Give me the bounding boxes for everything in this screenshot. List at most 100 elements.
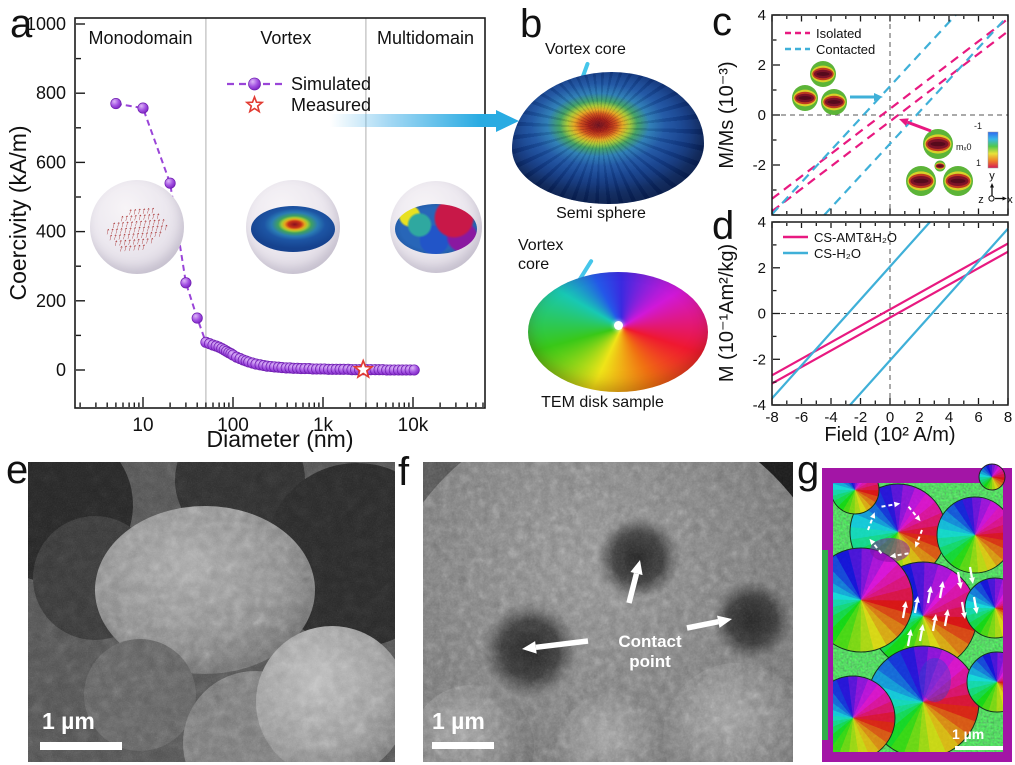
- tem-disk-render: [528, 272, 708, 392]
- svg-text:Field (10² A/m): Field (10² A/m): [824, 424, 955, 446]
- panel-e-sem-image: [28, 462, 395, 762]
- svg-text:1k: 1k: [313, 415, 334, 436]
- panel-g-label: g: [797, 448, 820, 492]
- mx-colorbar: [987, 131, 999, 169]
- panel-b-label: b: [520, 2, 543, 46]
- contact-point-annotation: Contact point: [618, 632, 682, 671]
- sem-e-art: [28, 462, 395, 762]
- colorbar-bottom-label: 1: [976, 158, 982, 168]
- svg-text:10k: 10k: [398, 415, 429, 436]
- sem-f-art: [423, 462, 793, 762]
- svg-text:0: 0: [758, 107, 766, 124]
- panel-c-label: c: [712, 0, 732, 44]
- panel-g-domain-image: [822, 463, 1012, 762]
- vortex-core-bottom-label: Vortex core: [518, 237, 564, 274]
- vortex-circulation-arrows: [867, 501, 923, 559]
- svg-text:M/Ms (10⁻³): M/Ms (10⁻³): [716, 61, 738, 168]
- vortex-state-disk: [251, 206, 335, 252]
- tem-disk-label: TEM disk sample: [541, 394, 664, 411]
- panel-f-sem-image: [423, 462, 793, 762]
- svg-text:-4: -4: [824, 409, 837, 426]
- svg-text:4: 4: [758, 214, 766, 231]
- transition-arrow-head: [496, 110, 519, 132]
- panel-e-label: e: [6, 448, 29, 492]
- isolated-cluster-inset: [899, 118, 973, 196]
- svg-text:-2: -2: [753, 351, 766, 368]
- svg-text:0: 0: [758, 306, 766, 323]
- panel-g-scale-bar: [955, 746, 1003, 750]
- monodomain-arrow-field: ↑↑↑↑↑↑ ↑↑↑↑↑↑↑↑↑ ↑↑↑↑↑↑↑↑↑↑↑↑ ↑↑↑↑↑↑↑↑↑↑…: [104, 204, 170, 254]
- panel-e-scale-bar: [40, 742, 122, 750]
- tem-disk-core-dot: [614, 320, 623, 330]
- color-wheel-legend: [978, 463, 1006, 491]
- svg-text:0: 0: [886, 409, 894, 426]
- svg-text:Simulated: Simulated: [291, 74, 371, 94]
- svg-text:4: 4: [945, 409, 953, 426]
- colorbar-top-label: -1: [973, 121, 982, 131]
- svg-text:0: 0: [56, 360, 66, 380]
- panel-g-scale-label: 1 µm: [952, 726, 985, 742]
- transition-arrow-body: [330, 114, 497, 127]
- svg-text:Coercivity (kA/m): Coercivity (kA/m): [5, 125, 31, 300]
- svg-text:4: 4: [758, 7, 766, 24]
- panel-d-label: d: [712, 204, 735, 248]
- svg-text:-2: -2: [854, 409, 867, 426]
- svg-text:400: 400: [36, 222, 66, 242]
- svg-text:-2: -2: [753, 157, 766, 174]
- svg-text:Contacted: Contacted: [816, 42, 875, 57]
- multidomain-inset: [390, 181, 482, 273]
- multidomain-state-disk: [395, 204, 477, 254]
- svg-text:600: 600: [36, 152, 66, 172]
- coordinate-axes-glyph: yz x: [978, 170, 1013, 206]
- svg-text:Measured: Measured: [291, 95, 371, 115]
- panel-f-scale-bar: [432, 742, 494, 749]
- vortex-inset: [246, 180, 340, 274]
- vortex-core-top-label: Vortex core: [545, 41, 626, 58]
- svg-text:CS-H₂O: CS-H₂O: [814, 246, 861, 261]
- panel-f-scale-label: 1 µm: [432, 708, 485, 734]
- magnetization-arrows: [901, 566, 979, 647]
- domain-map-art: [822, 463, 1012, 762]
- svg-text:6: 6: [974, 409, 982, 426]
- svg-text:Diameter (nm): Diameter (nm): [207, 426, 354, 452]
- svg-text:y: y: [989, 170, 995, 182]
- svg-text:8: 8: [1004, 409, 1012, 426]
- simulated-series: [110, 98, 420, 376]
- svg-text:2: 2: [915, 409, 923, 426]
- contact-point-arrows: [522, 560, 732, 654]
- svg-text:800: 800: [36, 83, 66, 103]
- svg-text:Isolated: Isolated: [816, 26, 862, 41]
- svg-text:Vortex: Vortex: [260, 28, 311, 48]
- semi-sphere-swirl-texture: [512, 72, 704, 204]
- svg-text:Multidomain: Multidomain: [377, 28, 474, 48]
- svg-text:M (10⁻¹Am²/kg): M (10⁻¹Am²/kg): [716, 244, 738, 382]
- contacted-cluster-inset: [792, 61, 883, 115]
- panel-a-label: a: [10, 2, 33, 46]
- svg-text:Monodomain: Monodomain: [88, 28, 192, 48]
- semi-sphere-vortex-render: [512, 72, 704, 204]
- svg-text:-4: -4: [753, 397, 766, 414]
- svg-text:2: 2: [758, 260, 766, 277]
- svg-text:x: x: [1007, 194, 1013, 206]
- svg-text:-6: -6: [795, 409, 808, 426]
- svg-text:200: 200: [36, 291, 66, 311]
- panel-e-scale-label: 1 µm: [42, 708, 95, 734]
- svg-text:-8: -8: [765, 409, 778, 426]
- svg-text:1000: 1000: [26, 14, 66, 34]
- svg-text:CS-AMT&H₂O: CS-AMT&H₂O: [814, 230, 897, 245]
- colorbar-mid-label: mₓ0: [956, 142, 972, 152]
- semi-sphere-label: Semi sphere: [556, 205, 646, 222]
- svg-text:100: 100: [217, 415, 249, 436]
- region-labels: Monodomain Vortex Multidomain: [88, 28, 474, 48]
- monodomain-inset: ↑↑↑↑↑↑ ↑↑↑↑↑↑↑↑↑ ↑↑↑↑↑↑↑↑↑↑↑↑ ↑↑↑↑↑↑↑↑↑↑…: [90, 180, 184, 274]
- panel-a-chart: 0 200 400 600 800 1000 10 100 1k 10k Monodomain Vor…: [5, 14, 486, 452]
- panel-d-plot: 420-2-4-8 -6 -4 -2 0 2 4 6 8CS-AMT&H₂OCS-H₂OFiel…: [716, 214, 1012, 446]
- panel-f-label: f: [398, 450, 410, 494]
- svg-text:10: 10: [132, 415, 153, 436]
- measured-point: [352, 358, 375, 379]
- svg-text:2: 2: [758, 57, 766, 74]
